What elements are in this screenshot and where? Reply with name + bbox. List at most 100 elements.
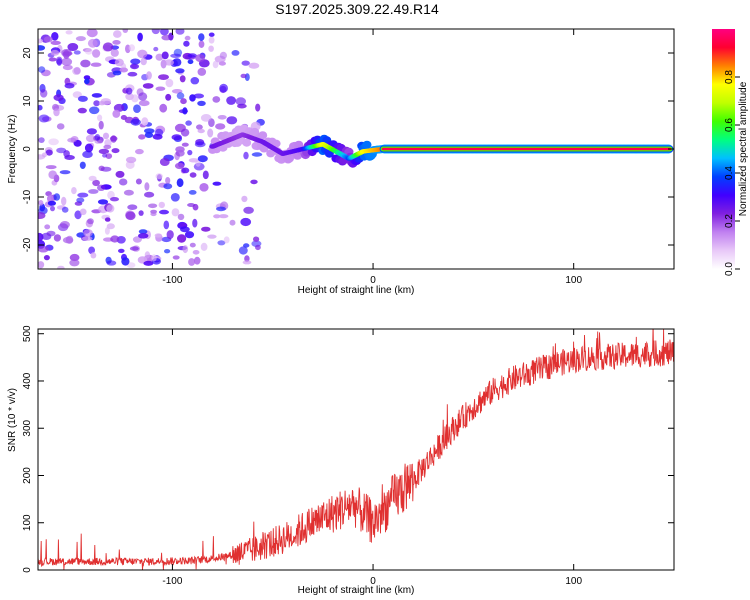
noise-blob bbox=[43, 255, 50, 261]
noise-blob bbox=[133, 104, 141, 113]
noise-blob bbox=[241, 195, 248, 203]
noise-blob bbox=[148, 203, 158, 209]
noise-blob bbox=[144, 182, 150, 191]
noise-blob bbox=[38, 200, 44, 206]
noise-blob bbox=[193, 93, 204, 99]
noise-blob bbox=[53, 193, 61, 201]
noise-blob bbox=[48, 57, 57, 62]
noise-blob bbox=[241, 60, 250, 66]
noise-blob bbox=[183, 40, 190, 47]
noise-blob bbox=[46, 230, 56, 237]
noise-blob bbox=[231, 50, 240, 56]
noise-blob bbox=[181, 142, 189, 147]
noise-blob bbox=[56, 123, 65, 130]
noise-blob bbox=[192, 250, 200, 255]
noise-blob bbox=[161, 51, 169, 60]
y-tick-label: 200 bbox=[22, 467, 33, 484]
noise-blob bbox=[87, 218, 94, 225]
noise-blob bbox=[212, 60, 219, 69]
snr-x-ticks: -100 0 100 bbox=[162, 329, 582, 587]
noise-blob bbox=[129, 246, 139, 251]
noise-blob bbox=[47, 200, 57, 206]
snr-y-ticks: 0 100 200 300 400 500 bbox=[22, 325, 674, 573]
noise-blob bbox=[159, 209, 169, 215]
noise-blob bbox=[104, 227, 110, 235]
noise-blob bbox=[248, 62, 260, 69]
noise-blob bbox=[199, 183, 209, 192]
y-tick-label: 100 bbox=[22, 514, 33, 531]
noise-blob bbox=[154, 233, 162, 238]
noise-blob bbox=[151, 29, 160, 35]
noise-blob bbox=[166, 230, 174, 240]
noise-blob bbox=[50, 40, 61, 46]
noise-blob bbox=[102, 132, 110, 140]
noise-blob bbox=[179, 75, 186, 83]
noise-blob bbox=[80, 59, 91, 68]
noise-blob bbox=[141, 117, 149, 126]
noise-blob bbox=[38, 232, 44, 242]
noise-blob bbox=[97, 199, 109, 205]
snr-y-label: SNR (10 * v/v) bbox=[7, 388, 18, 452]
noise-blob bbox=[97, 184, 106, 191]
snr-frame bbox=[37, 328, 675, 571]
noise-blob bbox=[188, 258, 196, 266]
noise-blob bbox=[243, 206, 254, 214]
noise-blob bbox=[86, 128, 97, 135]
noise-blob bbox=[188, 190, 197, 195]
noise-blob bbox=[53, 108, 60, 117]
noise-blob bbox=[138, 100, 150, 107]
noise-blob bbox=[217, 240, 226, 246]
noise-blob bbox=[165, 78, 174, 88]
noise-blob bbox=[150, 212, 157, 217]
noise-blob bbox=[152, 133, 163, 140]
snr-series-line bbox=[38, 329, 674, 570]
noise-blob bbox=[219, 51, 227, 60]
noise-blob bbox=[62, 64, 73, 71]
noise-blob bbox=[180, 98, 187, 105]
noise-blob bbox=[138, 210, 144, 216]
noise-blob bbox=[50, 205, 55, 212]
noise-blob bbox=[193, 256, 201, 265]
noise-blob bbox=[163, 183, 173, 190]
noise-blob bbox=[38, 137, 45, 144]
noise-blob bbox=[165, 177, 171, 184]
noise-blob bbox=[113, 30, 122, 38]
x-tick-label: -100 bbox=[162, 576, 182, 587]
noise-blob bbox=[56, 147, 67, 154]
noise-blob bbox=[229, 219, 236, 226]
noise-blob bbox=[132, 236, 142, 243]
noise-blob bbox=[75, 36, 86, 42]
noise-blob bbox=[48, 170, 57, 179]
noise-blob bbox=[128, 44, 135, 52]
colorbar-tick-label: 0.6 bbox=[724, 118, 735, 132]
noise-blob bbox=[175, 68, 185, 74]
noise-blob bbox=[217, 115, 227, 120]
colorbar-tick-label: 0.2 bbox=[724, 214, 735, 228]
noise-blob bbox=[65, 235, 74, 244]
noise-blob bbox=[174, 162, 185, 170]
noise-blob bbox=[83, 75, 91, 80]
noise-blob bbox=[91, 93, 103, 98]
noise-blob bbox=[155, 53, 164, 61]
noise-blob bbox=[73, 50, 81, 55]
noise-blob bbox=[144, 191, 155, 198]
noise-blob bbox=[125, 211, 136, 221]
noise-blob bbox=[67, 43, 79, 51]
noise-blob bbox=[82, 236, 93, 241]
noise-blob bbox=[192, 218, 198, 228]
noise-blob bbox=[47, 194, 54, 203]
noise-blob bbox=[127, 204, 138, 210]
y-tick-label: 0 bbox=[22, 567, 33, 573]
noise-blob bbox=[89, 106, 100, 115]
signal-halo bbox=[362, 140, 372, 149]
noise-blob bbox=[164, 249, 171, 254]
noise-blob bbox=[51, 32, 59, 41]
noise-blob bbox=[45, 165, 57, 170]
noise-blob bbox=[84, 143, 94, 153]
noise-blob bbox=[102, 42, 114, 52]
signal-halo bbox=[242, 138, 252, 147]
noise-blob bbox=[77, 95, 88, 102]
noise-blob bbox=[92, 49, 101, 58]
noise-blob bbox=[212, 96, 221, 103]
